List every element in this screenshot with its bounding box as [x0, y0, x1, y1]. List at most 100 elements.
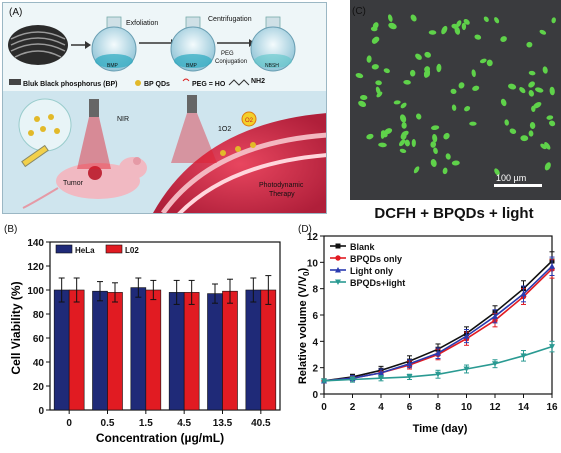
cell-icon	[383, 68, 390, 74]
cell-icon	[404, 139, 410, 147]
bar	[145, 289, 162, 411]
flask-icon	[250, 16, 296, 72]
x-tick-label: 6	[407, 402, 413, 413]
cell-icon	[494, 17, 500, 24]
data-point	[406, 374, 413, 380]
cell-icon	[549, 86, 555, 96]
bar	[222, 290, 238, 411]
legend-label: Blank	[350, 242, 376, 252]
y-tick-label: 6	[312, 311, 318, 322]
cell-icon	[508, 83, 517, 90]
mouse-icon	[22, 157, 147, 209]
cell-icon	[441, 25, 448, 35]
x-tick-label: 10	[461, 402, 473, 413]
bar	[207, 293, 223, 411]
y-tick-label: 4	[312, 337, 318, 348]
data-point	[378, 369, 384, 376]
legend-peg: PEG = HO	[192, 81, 226, 88]
y-axis-label: Cell Viability (%)	[9, 281, 23, 374]
y-tick-label: 80	[33, 310, 45, 321]
y-tick-label: 0	[38, 406, 44, 417]
scale-bar-label: 100 µm	[496, 173, 526, 183]
y-tick-label: 140	[27, 238, 44, 249]
x-tick-label: 2	[350, 402, 356, 413]
line-chart-svg: (D) Relative volume (V/V0) Time (day) 0 2…	[297, 224, 558, 435]
cell-icon	[436, 63, 442, 73]
cell-icon	[458, 82, 465, 89]
bar	[245, 289, 262, 411]
x-tick-label: 1.5	[139, 418, 153, 429]
scale-bar	[494, 184, 542, 187]
tumor-icon	[88, 166, 102, 180]
y-tick-label: 8	[312, 285, 318, 296]
cell-icon	[411, 139, 416, 147]
cell-icon	[483, 16, 489, 22]
data-point	[463, 366, 470, 372]
o2-icon	[241, 111, 257, 127]
flask-1-label: BMP	[107, 63, 119, 69]
cell-icon	[401, 130, 409, 137]
step-centrifugation: Centrifugation	[208, 16, 252, 23]
pdt-label-line1: Photodynamic	[259, 182, 304, 189]
y-tick-label: 10	[307, 258, 319, 269]
bp-legend-icon	[9, 79, 21, 85]
bar	[92, 290, 108, 411]
panel-a-schematic: (A) BMP Exfoliation BMP Centrifugatio	[2, 2, 327, 214]
cell-icon	[370, 26, 378, 32]
cell-icon	[486, 59, 493, 67]
cell-icon	[380, 130, 388, 138]
qd-solution-bubble-icon	[18, 98, 72, 152]
cell-icon	[474, 34, 482, 40]
cell-icon	[479, 58, 487, 64]
x-tick-label: 0.5	[101, 418, 115, 429]
cell-icon	[388, 22, 397, 30]
peg-legend-icon	[182, 78, 190, 82]
cell-icon	[551, 17, 556, 24]
cell-icon	[519, 87, 526, 94]
y-tick-label: 0	[312, 390, 318, 401]
cell-icon	[445, 153, 451, 160]
bar	[107, 292, 123, 411]
panel-c-micrograph: (C) 100 µm	[344, 0, 561, 203]
legend-nh2: NH2	[251, 78, 265, 85]
cell-icon	[375, 80, 382, 86]
cell-icon	[371, 64, 379, 70]
cell-icon	[526, 41, 533, 48]
cell-icon	[413, 166, 420, 174]
cell-icon	[549, 120, 556, 127]
cell-icon	[533, 101, 542, 109]
cell-icon	[409, 69, 416, 77]
data-point	[406, 360, 413, 367]
x-tick-label: 0	[66, 418, 72, 429]
legend-label: L02	[125, 246, 139, 255]
x-tick-label: 4.5	[177, 418, 191, 429]
singlet-oxygen-label: 1O2	[218, 126, 231, 133]
cell-icon	[443, 132, 450, 140]
cell-icon	[430, 159, 437, 167]
cell-icon	[433, 147, 438, 155]
peg-chain-icon	[228, 79, 250, 86]
data-point	[549, 263, 555, 269]
panel-a-label: (A)	[9, 7, 22, 18]
data-point	[520, 353, 527, 359]
cell-icon	[528, 130, 534, 137]
legend-swatch	[55, 244, 73, 254]
cell-icon	[456, 20, 462, 27]
cell-icon	[366, 133, 374, 140]
panel-d-line-chart: (D) Relative volume (V/V0) Time (day) 0 2…	[290, 222, 561, 448]
data-point	[435, 371, 441, 378]
cell-icon	[416, 113, 422, 120]
data-point	[492, 361, 498, 367]
x-tick-label: 13.5	[213, 418, 233, 429]
bar	[260, 289, 277, 411]
y-tick-label: 40	[33, 358, 45, 369]
legend-label: BPQDs+light	[350, 278, 405, 288]
pdt-label-line2: Therapy	[269, 191, 295, 198]
data-point	[321, 378, 327, 384]
cell-icon	[531, 105, 536, 112]
x-tick-label: 12	[489, 402, 501, 413]
x-tick-label: 0	[321, 402, 327, 413]
data-point	[549, 344, 555, 350]
bulk-bp-stack-icon	[8, 25, 68, 65]
cell-icon	[398, 139, 406, 147]
